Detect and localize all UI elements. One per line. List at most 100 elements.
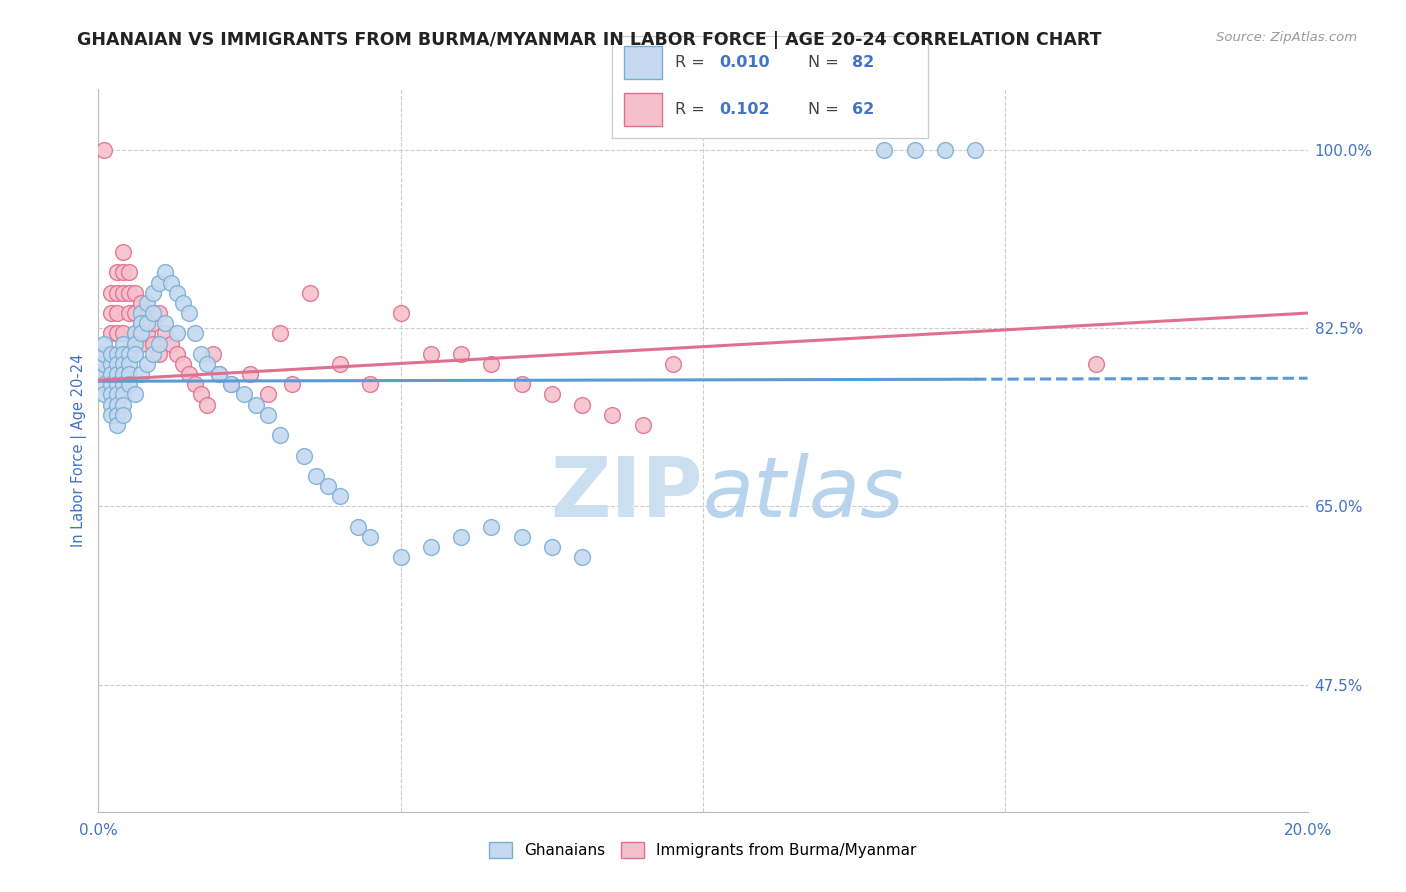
Point xyxy=(269,428,291,442)
Point xyxy=(111,357,134,371)
Point xyxy=(281,377,304,392)
Point xyxy=(172,357,194,371)
Point xyxy=(256,408,278,422)
Point xyxy=(148,276,170,290)
Point xyxy=(111,285,134,300)
Point xyxy=(239,367,262,381)
Point xyxy=(129,326,152,341)
Point xyxy=(166,285,188,300)
Point xyxy=(965,143,987,157)
Point xyxy=(100,398,122,412)
Point xyxy=(105,347,128,361)
Point xyxy=(105,377,128,392)
Point xyxy=(232,387,254,401)
Point xyxy=(142,336,165,351)
Point xyxy=(450,530,472,544)
Text: 0.102: 0.102 xyxy=(720,102,770,117)
Point xyxy=(129,367,152,381)
Point xyxy=(124,326,146,341)
Point xyxy=(269,326,291,341)
Point xyxy=(105,306,128,320)
Text: N =: N = xyxy=(808,54,844,70)
Point xyxy=(571,398,593,412)
Point xyxy=(420,540,443,554)
Point xyxy=(329,357,352,371)
Text: GHANAIAN VS IMMIGRANTS FROM BURMA/MYANMAR IN LABOR FORCE | AGE 20-24 CORRELATION: GHANAIAN VS IMMIGRANTS FROM BURMA/MYANMA… xyxy=(77,31,1102,49)
Point xyxy=(202,347,225,361)
Point xyxy=(481,520,503,534)
Point xyxy=(347,520,370,534)
Point xyxy=(100,306,122,320)
Point xyxy=(93,367,115,381)
Point xyxy=(100,387,122,401)
Point xyxy=(316,479,339,493)
Point xyxy=(208,367,231,381)
Point xyxy=(111,367,134,381)
Text: Source: ZipAtlas.com: Source: ZipAtlas.com xyxy=(1216,31,1357,45)
Point xyxy=(118,357,141,371)
Point xyxy=(360,377,382,392)
Point xyxy=(153,316,176,330)
Point xyxy=(93,357,115,371)
Point xyxy=(360,530,382,544)
Point xyxy=(100,367,122,381)
Point xyxy=(93,143,115,157)
Point xyxy=(153,265,176,279)
Point xyxy=(148,347,170,361)
Point xyxy=(299,285,322,300)
Point xyxy=(105,398,128,412)
Point xyxy=(124,347,146,361)
Point xyxy=(93,347,115,361)
Point xyxy=(195,357,218,371)
Point xyxy=(124,336,146,351)
Text: 0.010: 0.010 xyxy=(720,54,770,70)
Point xyxy=(100,367,122,381)
Point xyxy=(129,296,152,310)
Point xyxy=(389,550,412,565)
Point xyxy=(111,326,134,341)
Point xyxy=(148,306,170,320)
Point xyxy=(208,367,231,381)
Point xyxy=(166,347,188,361)
Point xyxy=(510,377,533,392)
Y-axis label: In Labor Force | Age 20-24: In Labor Force | Age 20-24 xyxy=(72,354,87,547)
Point xyxy=(100,357,122,371)
Point xyxy=(190,347,212,361)
Point xyxy=(256,387,278,401)
Point xyxy=(179,367,201,381)
Point xyxy=(118,347,141,361)
Point xyxy=(124,285,146,300)
Text: N =: N = xyxy=(808,102,844,117)
Point xyxy=(118,377,141,392)
Point xyxy=(93,387,115,401)
Text: atlas: atlas xyxy=(703,453,904,534)
Legend: Ghanaians, Immigrants from Burma/Myanmar: Ghanaians, Immigrants from Burma/Myanmar xyxy=(482,834,924,865)
Point xyxy=(184,326,207,341)
Bar xyxy=(624,93,662,126)
Point xyxy=(221,377,243,392)
Point xyxy=(135,326,157,341)
Point xyxy=(100,326,122,341)
Point xyxy=(184,377,207,392)
Point xyxy=(105,357,128,371)
Point xyxy=(129,316,152,330)
Point xyxy=(190,387,212,401)
Point xyxy=(135,357,157,371)
Point xyxy=(111,387,134,401)
Point xyxy=(420,347,443,361)
Point xyxy=(105,387,128,401)
Point xyxy=(129,306,152,320)
Point xyxy=(118,347,141,361)
Point xyxy=(118,285,141,300)
Point xyxy=(540,540,562,554)
Point xyxy=(111,408,134,422)
Point xyxy=(540,387,562,401)
Point xyxy=(172,296,194,310)
Point xyxy=(602,408,624,422)
Point xyxy=(135,316,157,330)
Point xyxy=(93,357,115,371)
Point xyxy=(510,530,533,544)
Point xyxy=(148,336,170,351)
Point xyxy=(100,285,122,300)
Point xyxy=(142,347,165,361)
